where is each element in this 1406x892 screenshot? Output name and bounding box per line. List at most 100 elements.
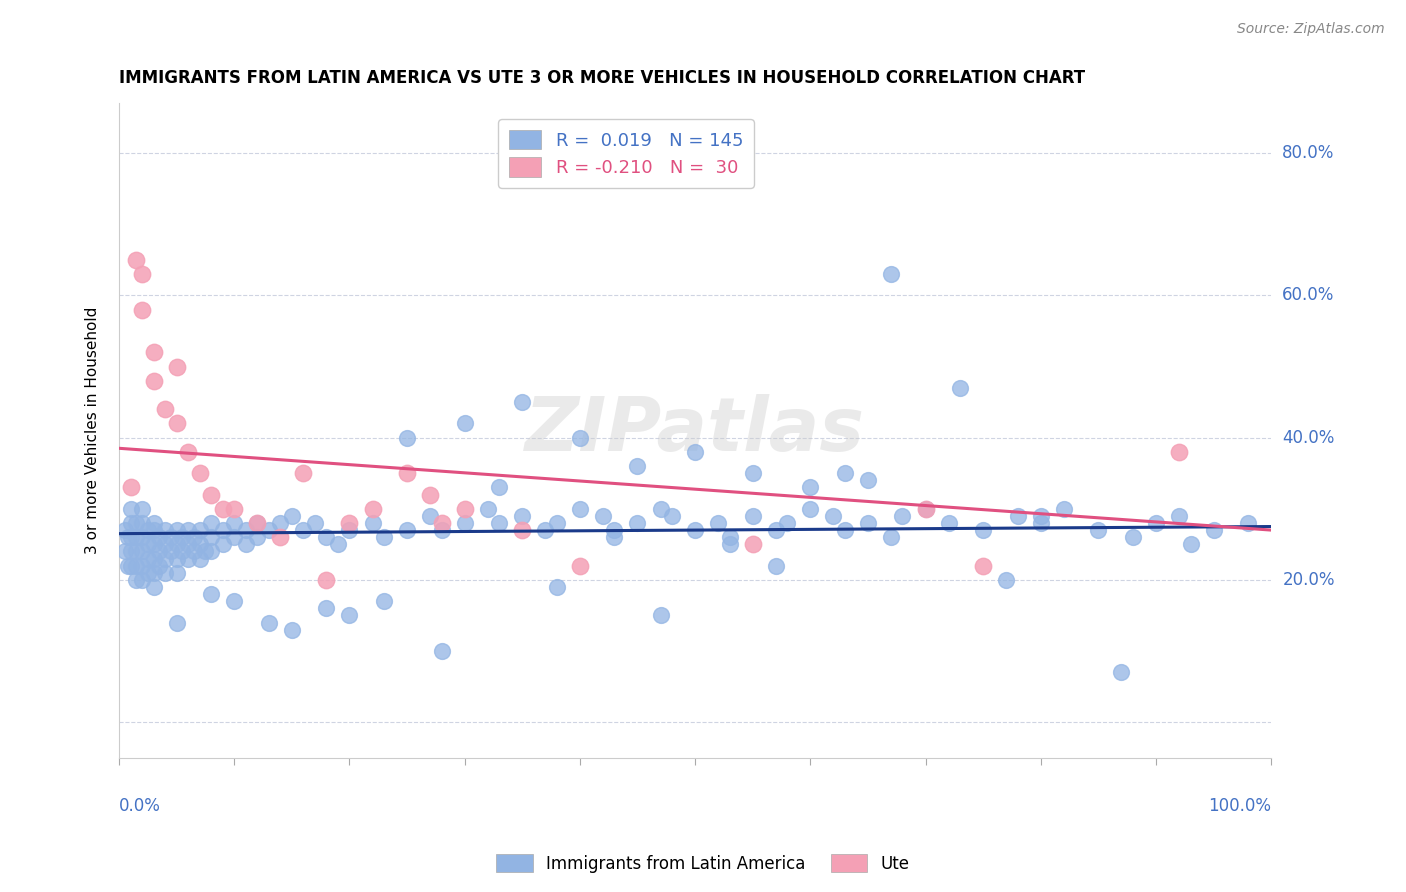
Point (568, 431, 591, 445)
Point (799, 480, 821, 494)
Point (1168, 508, 1191, 523)
Point (430, 523, 453, 537)
Point (153, 537, 176, 551)
Point (683, 523, 706, 537)
Point (453, 417, 475, 431)
Point (120, 501, 142, 516)
Point (1007, 508, 1029, 523)
Point (160, 544, 183, 558)
Point (315, 573, 337, 587)
Point (396, 466, 419, 480)
Point (200, 516, 222, 530)
Point (153, 551, 176, 566)
Point (568, 558, 591, 573)
Point (142, 580, 165, 594)
Point (1029, 508, 1052, 523)
Point (534, 523, 557, 537)
Point (373, 594, 395, 608)
Point (718, 530, 741, 544)
Point (224, 516, 246, 530)
Point (626, 459, 648, 474)
Point (1122, 530, 1144, 544)
Point (914, 501, 936, 516)
Point (160, 530, 183, 544)
Point (292, 466, 315, 480)
Point (246, 530, 269, 544)
Text: 80.0%: 80.0% (1282, 145, 1334, 162)
Point (153, 566, 176, 580)
Point (741, 508, 763, 523)
Y-axis label: 3 or more Vehicles in Household: 3 or more Vehicles in Household (86, 307, 100, 554)
Point (430, 644, 453, 658)
Point (880, 530, 903, 544)
Point (972, 523, 994, 537)
Point (765, 558, 787, 573)
Point (142, 345, 165, 359)
Point (235, 523, 257, 537)
Point (373, 530, 395, 544)
Point (257, 523, 280, 537)
Point (326, 537, 349, 551)
Point (246, 516, 269, 530)
Point (361, 516, 384, 530)
Point (1029, 516, 1052, 530)
Point (453, 501, 475, 516)
Point (224, 594, 246, 608)
Point (823, 508, 845, 523)
Point (1087, 523, 1109, 537)
Point (120, 530, 142, 544)
Point (856, 473, 879, 487)
Point (339, 608, 361, 623)
Point (914, 501, 936, 516)
Point (510, 523, 533, 537)
Point (396, 431, 419, 445)
Point (741, 537, 763, 551)
Point (183, 544, 205, 558)
Point (304, 516, 326, 530)
Point (626, 516, 648, 530)
Point (339, 523, 361, 537)
Point (142, 537, 165, 551)
Point (396, 523, 419, 537)
Point (995, 573, 1018, 587)
Point (200, 487, 222, 501)
Point (136, 566, 159, 580)
Point (166, 417, 188, 431)
Point (430, 516, 453, 530)
Point (177, 523, 200, 537)
Point (188, 551, 211, 566)
Point (177, 445, 200, 459)
Point (142, 566, 165, 580)
Point (125, 252, 148, 267)
Point (281, 623, 304, 637)
Point (120, 516, 142, 530)
Point (131, 267, 153, 281)
Point (1180, 537, 1202, 551)
Point (741, 466, 763, 480)
Point (172, 544, 194, 558)
Point (765, 523, 787, 537)
Point (419, 487, 441, 501)
Point (114, 544, 136, 558)
Point (546, 516, 568, 530)
Point (1202, 523, 1225, 537)
Point (683, 445, 706, 459)
Point (166, 615, 188, 630)
Point (136, 537, 159, 551)
Point (177, 537, 200, 551)
Point (120, 558, 142, 573)
Point (117, 558, 139, 573)
Point (188, 537, 211, 551)
Point (211, 537, 233, 551)
Point (880, 267, 903, 281)
Point (131, 573, 153, 587)
Point (166, 551, 188, 566)
Text: ZIPatlas: ZIPatlas (524, 394, 865, 467)
Point (148, 530, 170, 544)
Point (166, 566, 188, 580)
Point (891, 508, 914, 523)
Point (292, 523, 315, 537)
Point (1111, 665, 1133, 680)
Point (246, 516, 269, 530)
Point (224, 530, 246, 544)
